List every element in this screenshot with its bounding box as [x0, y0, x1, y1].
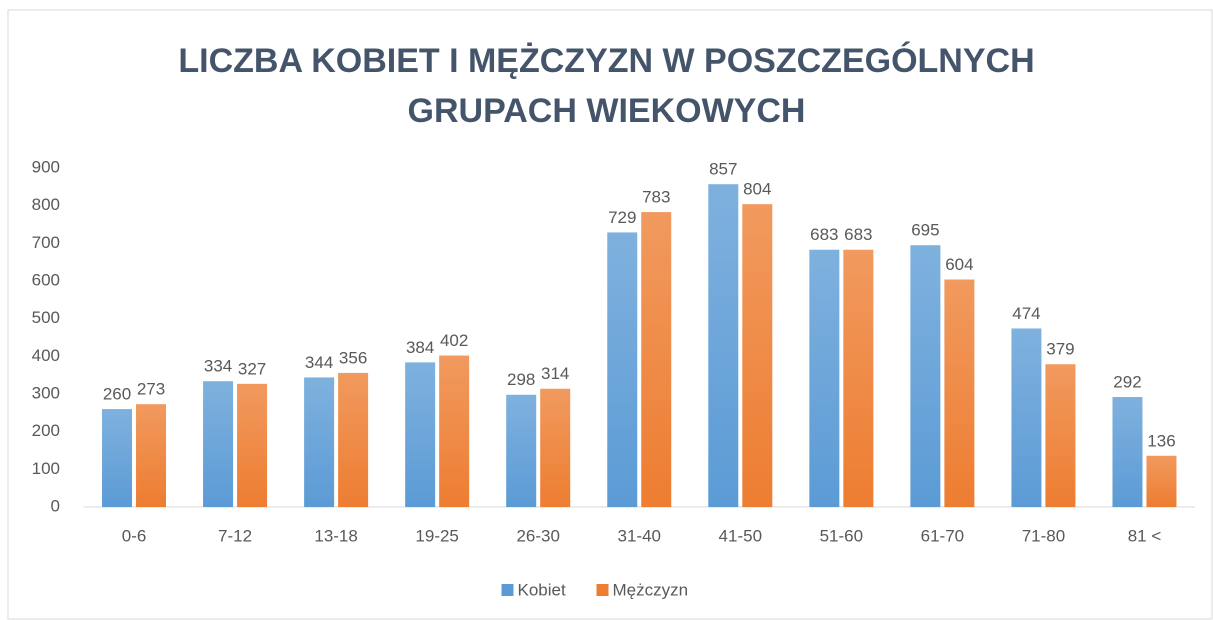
y-tick-label: 900 — [32, 157, 60, 176]
y-tick-label: 100 — [32, 459, 60, 478]
data-label: 344 — [305, 353, 333, 372]
bar — [742, 204, 773, 507]
bar — [1045, 364, 1076, 507]
x-tick-label: 13-18 — [314, 526, 357, 545]
x-tick-label: 31-40 — [618, 526, 661, 545]
bar — [237, 383, 268, 507]
x-tick-label: 7-12 — [218, 526, 252, 545]
data-label: 857 — [709, 160, 737, 179]
chart-frame — [7, 9, 1213, 620]
data-label: 683 — [844, 225, 872, 244]
data-label: 314 — [541, 364, 569, 383]
data-label: 604 — [945, 255, 973, 274]
x-tick-label: 0-6 — [122, 526, 147, 545]
data-label: 356 — [339, 348, 367, 367]
x-tick-label: 81 < — [1128, 526, 1162, 545]
data-label: 695 — [911, 221, 939, 240]
legend-swatch — [501, 584, 514, 596]
data-label: 273 — [137, 380, 165, 399]
bar — [607, 232, 638, 507]
bar — [304, 377, 335, 507]
bar — [203, 381, 234, 507]
x-tick-label: 26-30 — [516, 526, 559, 545]
y-tick-label: 700 — [32, 233, 60, 252]
data-label: 402 — [440, 331, 468, 350]
data-label: 327 — [238, 359, 266, 378]
y-tick-label: 300 — [32, 383, 60, 402]
bar — [1011, 328, 1042, 507]
data-label: 729 — [608, 208, 636, 227]
y-tick-label: 800 — [32, 195, 60, 214]
bar — [439, 355, 470, 507]
data-label: 384 — [406, 338, 434, 357]
data-label: 334 — [204, 357, 232, 376]
bar — [944, 279, 975, 507]
legend-label: Kobiet — [518, 580, 566, 599]
y-tick-label: 400 — [32, 346, 60, 365]
legend-swatch — [596, 584, 609, 596]
bar — [136, 404, 167, 507]
y-tick-label: 200 — [32, 421, 60, 440]
bar — [1112, 397, 1143, 507]
data-label: 683 — [810, 225, 838, 244]
data-label: 379 — [1046, 340, 1074, 359]
data-label: 136 — [1147, 431, 1175, 450]
y-tick-label: 600 — [32, 270, 60, 289]
bar — [641, 212, 672, 507]
x-tick-label: 51-60 — [820, 526, 863, 545]
bar — [405, 362, 436, 507]
data-label: 260 — [103, 385, 131, 404]
bar — [843, 249, 874, 507]
legend-label: Mężczyzn — [613, 580, 689, 599]
bar — [1146, 455, 1177, 507]
bar — [506, 394, 537, 507]
bar — [540, 388, 571, 507]
data-label: 804 — [743, 180, 771, 199]
bar — [708, 184, 739, 508]
x-tick-label: 19-25 — [415, 526, 458, 545]
x-tick-label: 71-80 — [1022, 526, 1065, 545]
data-label: 474 — [1012, 304, 1040, 323]
y-tick-label: 500 — [32, 308, 60, 327]
y-tick-label: 0 — [51, 496, 60, 515]
bar — [338, 372, 369, 507]
chart-title: LICZBA KOBIET I MĘŻCZYZN W POSZCZEGÓLNYC… — [178, 42, 1035, 130]
x-tick-label: 41-50 — [719, 526, 762, 545]
data-label: 298 — [507, 370, 535, 389]
bar — [910, 245, 941, 507]
x-tick-label: 61-70 — [921, 526, 964, 545]
data-label: 783 — [642, 188, 670, 207]
bar — [809, 249, 840, 507]
data-label: 292 — [1113, 372, 1141, 391]
bar — [102, 409, 133, 507]
